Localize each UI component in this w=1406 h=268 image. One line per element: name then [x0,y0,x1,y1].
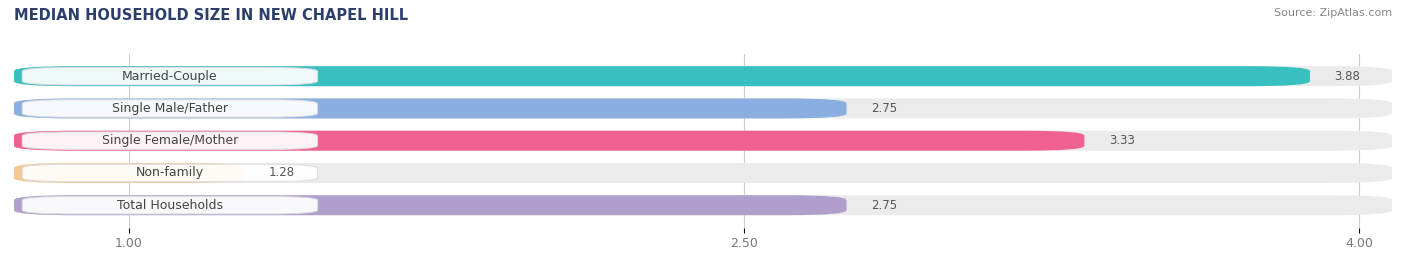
FancyBboxPatch shape [14,66,1392,86]
FancyBboxPatch shape [14,131,1392,151]
Text: Single Female/Mother: Single Female/Mother [101,134,238,147]
FancyBboxPatch shape [14,163,243,183]
Text: Total Households: Total Households [117,199,224,212]
Text: 2.75: 2.75 [872,199,897,212]
Text: MEDIAN HOUSEHOLD SIZE IN NEW CHAPEL HILL: MEDIAN HOUSEHOLD SIZE IN NEW CHAPEL HILL [14,8,408,23]
FancyBboxPatch shape [14,195,1392,215]
FancyBboxPatch shape [14,66,1310,86]
Text: 1.28: 1.28 [269,166,294,180]
FancyBboxPatch shape [14,98,1392,118]
FancyBboxPatch shape [14,195,846,215]
Text: Source: ZipAtlas.com: Source: ZipAtlas.com [1274,8,1392,18]
FancyBboxPatch shape [14,131,1084,151]
Text: 2.75: 2.75 [872,102,897,115]
FancyBboxPatch shape [22,164,318,182]
FancyBboxPatch shape [22,68,318,85]
FancyBboxPatch shape [14,163,1392,183]
FancyBboxPatch shape [22,196,318,214]
FancyBboxPatch shape [22,132,318,150]
Text: 3.88: 3.88 [1334,70,1361,83]
Text: Non-family: Non-family [136,166,204,180]
Text: Single Male/Father: Single Male/Father [112,102,228,115]
Text: 3.33: 3.33 [1109,134,1135,147]
FancyBboxPatch shape [22,100,318,117]
Text: Married-Couple: Married-Couple [122,70,218,83]
FancyBboxPatch shape [14,98,846,118]
